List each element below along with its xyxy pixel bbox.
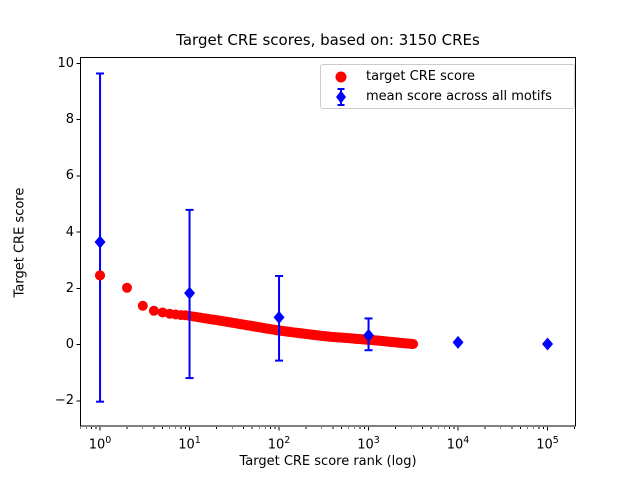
legend-item-mean-score: mean score across all motifs <box>321 87 574 107</box>
legend-item-label: mean score across all motifs <box>366 89 552 104</box>
mean-score-diamond <box>184 286 196 300</box>
axes-spines <box>80 57 576 427</box>
mean-score-diamond <box>363 328 375 342</box>
x-axis-label: Target CRE score rank (log) <box>239 454 417 469</box>
legend-item-target-score: target CRE score <box>321 67 574 87</box>
y-tick-label: 10 <box>57 55 74 71</box>
y-tick-label: 8 <box>65 112 74 128</box>
y-tick-label: 2 <box>65 280 74 296</box>
red-circle-marker-icon <box>321 68 361 86</box>
mean-score-diamond <box>452 335 464 349</box>
y-tick-label: −2 <box>54 393 74 409</box>
x-tick-label: 100 <box>88 435 112 453</box>
target-score-point <box>122 282 132 293</box>
target-score-point <box>137 300 148 311</box>
target-score-point <box>95 270 105 281</box>
x-tick-label: 102 <box>267 435 291 453</box>
x-tick-label: 104 <box>446 435 470 453</box>
target-score-point <box>408 339 419 349</box>
y-tick-label: 4 <box>65 224 74 240</box>
mean-score-diamond <box>542 337 554 351</box>
y-tick-label: 0 <box>65 337 74 353</box>
blue-diamond-errorbar-marker-icon <box>321 87 361 107</box>
target-score-point <box>148 305 159 316</box>
legend-item-label: target CRE score <box>366 69 476 84</box>
mean-score-diamond <box>273 310 285 324</box>
chart-title: Target CRE scores, based on: 3150 CREs <box>176 31 480 49</box>
legend: target CRE score mean score across all m… <box>320 64 575 109</box>
x-tick-label: 105 <box>536 435 559 453</box>
y-axis-label: Target CRE score <box>12 187 28 298</box>
y-tick-label: 6 <box>65 168 74 184</box>
mean-score-diamond <box>94 235 106 249</box>
x-tick-label: 103 <box>357 435 380 453</box>
x-tick-label: 101 <box>178 435 201 453</box>
